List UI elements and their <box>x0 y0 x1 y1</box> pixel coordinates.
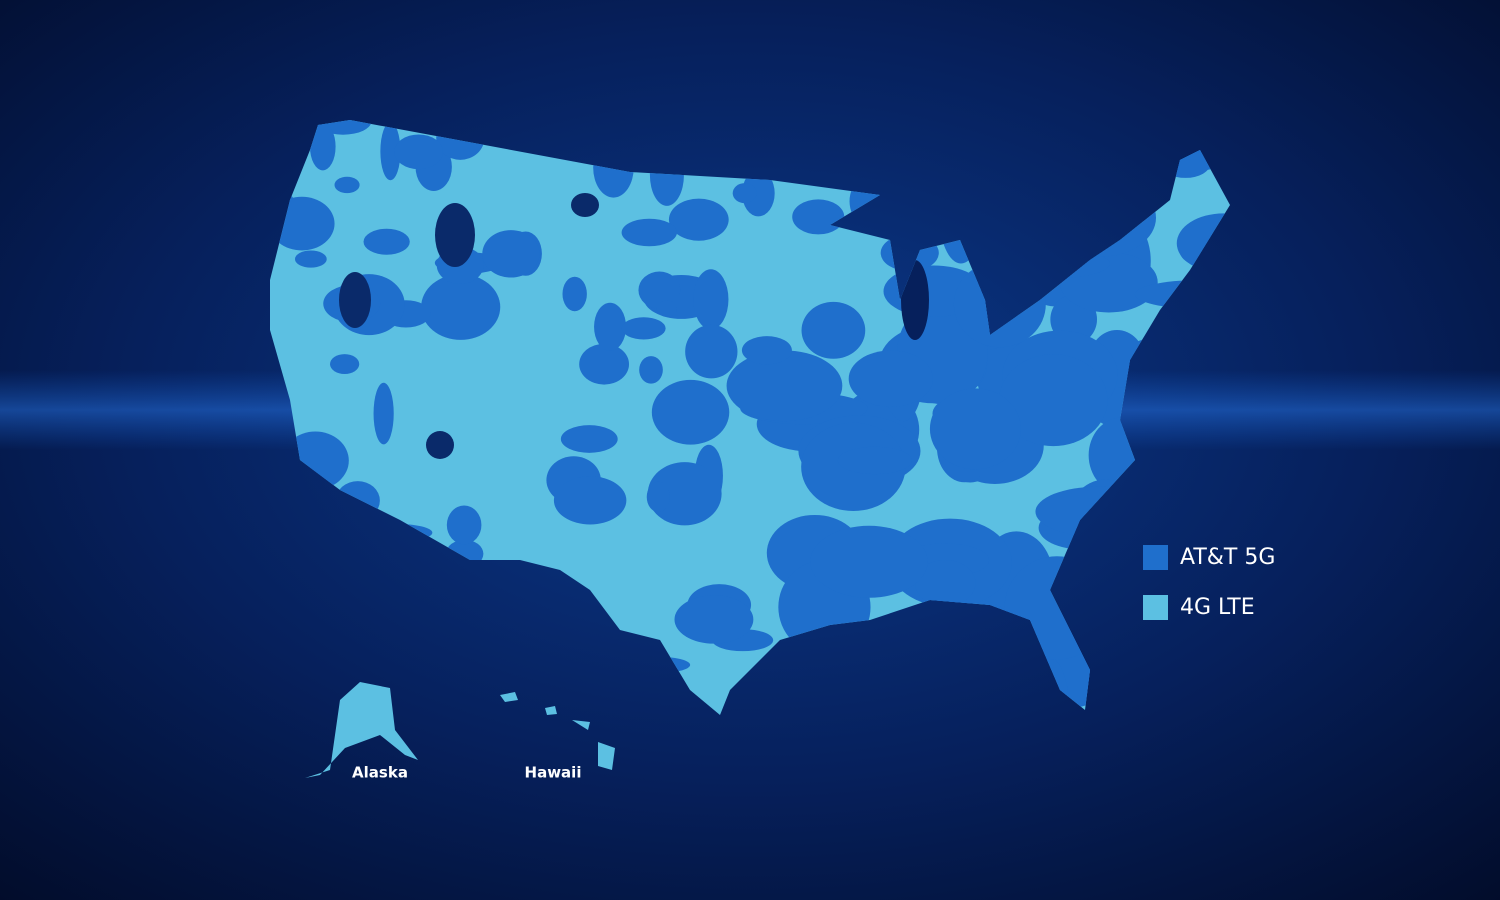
5g-blob <box>639 356 663 384</box>
5g-blob <box>309 122 336 171</box>
5g-blob <box>482 230 540 278</box>
5g-blob <box>421 274 501 340</box>
5g-blob <box>638 271 681 309</box>
5g-blob <box>579 343 630 385</box>
gap <box>435 203 475 267</box>
legend-swatch <box>1143 545 1168 570</box>
gap <box>339 272 371 328</box>
alaska-shape <box>305 682 418 778</box>
5g-blob <box>651 379 730 445</box>
5g-blob <box>801 301 866 359</box>
5g-blob <box>553 476 627 525</box>
5g-blob <box>373 382 394 445</box>
5g-blob <box>446 505 482 545</box>
5g-blob <box>363 228 410 255</box>
5g-blob <box>621 218 677 247</box>
5g-blob <box>674 595 754 644</box>
inset-label: Hawaii <box>525 764 582 782</box>
no-coverage <box>339 193 929 459</box>
lake <box>901 260 929 340</box>
5g-blob <box>792 199 845 235</box>
5g-blob <box>810 525 928 598</box>
5g-blob <box>380 122 401 181</box>
5g-blob <box>929 388 1021 470</box>
5g-blob <box>330 354 360 375</box>
5g-blob <box>656 300 678 317</box>
5g-blob <box>560 425 618 453</box>
5g-blob <box>726 350 843 422</box>
5g-blob <box>999 354 1108 447</box>
5g-blob <box>562 276 587 312</box>
hawaii-shape <box>500 692 615 770</box>
5g-blob <box>668 198 729 241</box>
5g-blob <box>685 324 738 379</box>
gap <box>426 431 454 459</box>
5g-blob <box>742 170 775 217</box>
5g-blob <box>647 462 722 526</box>
inset-label: Alaska <box>352 764 408 782</box>
5g-blob <box>646 481 670 513</box>
5g-blob <box>732 183 757 204</box>
5g-blob <box>294 250 327 268</box>
5g-blob <box>334 176 360 194</box>
5g-blob <box>848 350 934 407</box>
5g-blob <box>394 134 443 170</box>
legend-label: AT&T 5G <box>1180 545 1275 570</box>
legend-label: 4G LTE <box>1180 595 1255 620</box>
5g-blob <box>914 560 976 606</box>
5g-blob <box>837 446 912 475</box>
5g-blob <box>594 302 627 351</box>
gap <box>571 193 599 217</box>
5g-blob <box>741 336 792 365</box>
5g-blob <box>693 269 729 330</box>
5g-blob <box>621 317 666 340</box>
legend-swatch <box>1143 595 1168 620</box>
